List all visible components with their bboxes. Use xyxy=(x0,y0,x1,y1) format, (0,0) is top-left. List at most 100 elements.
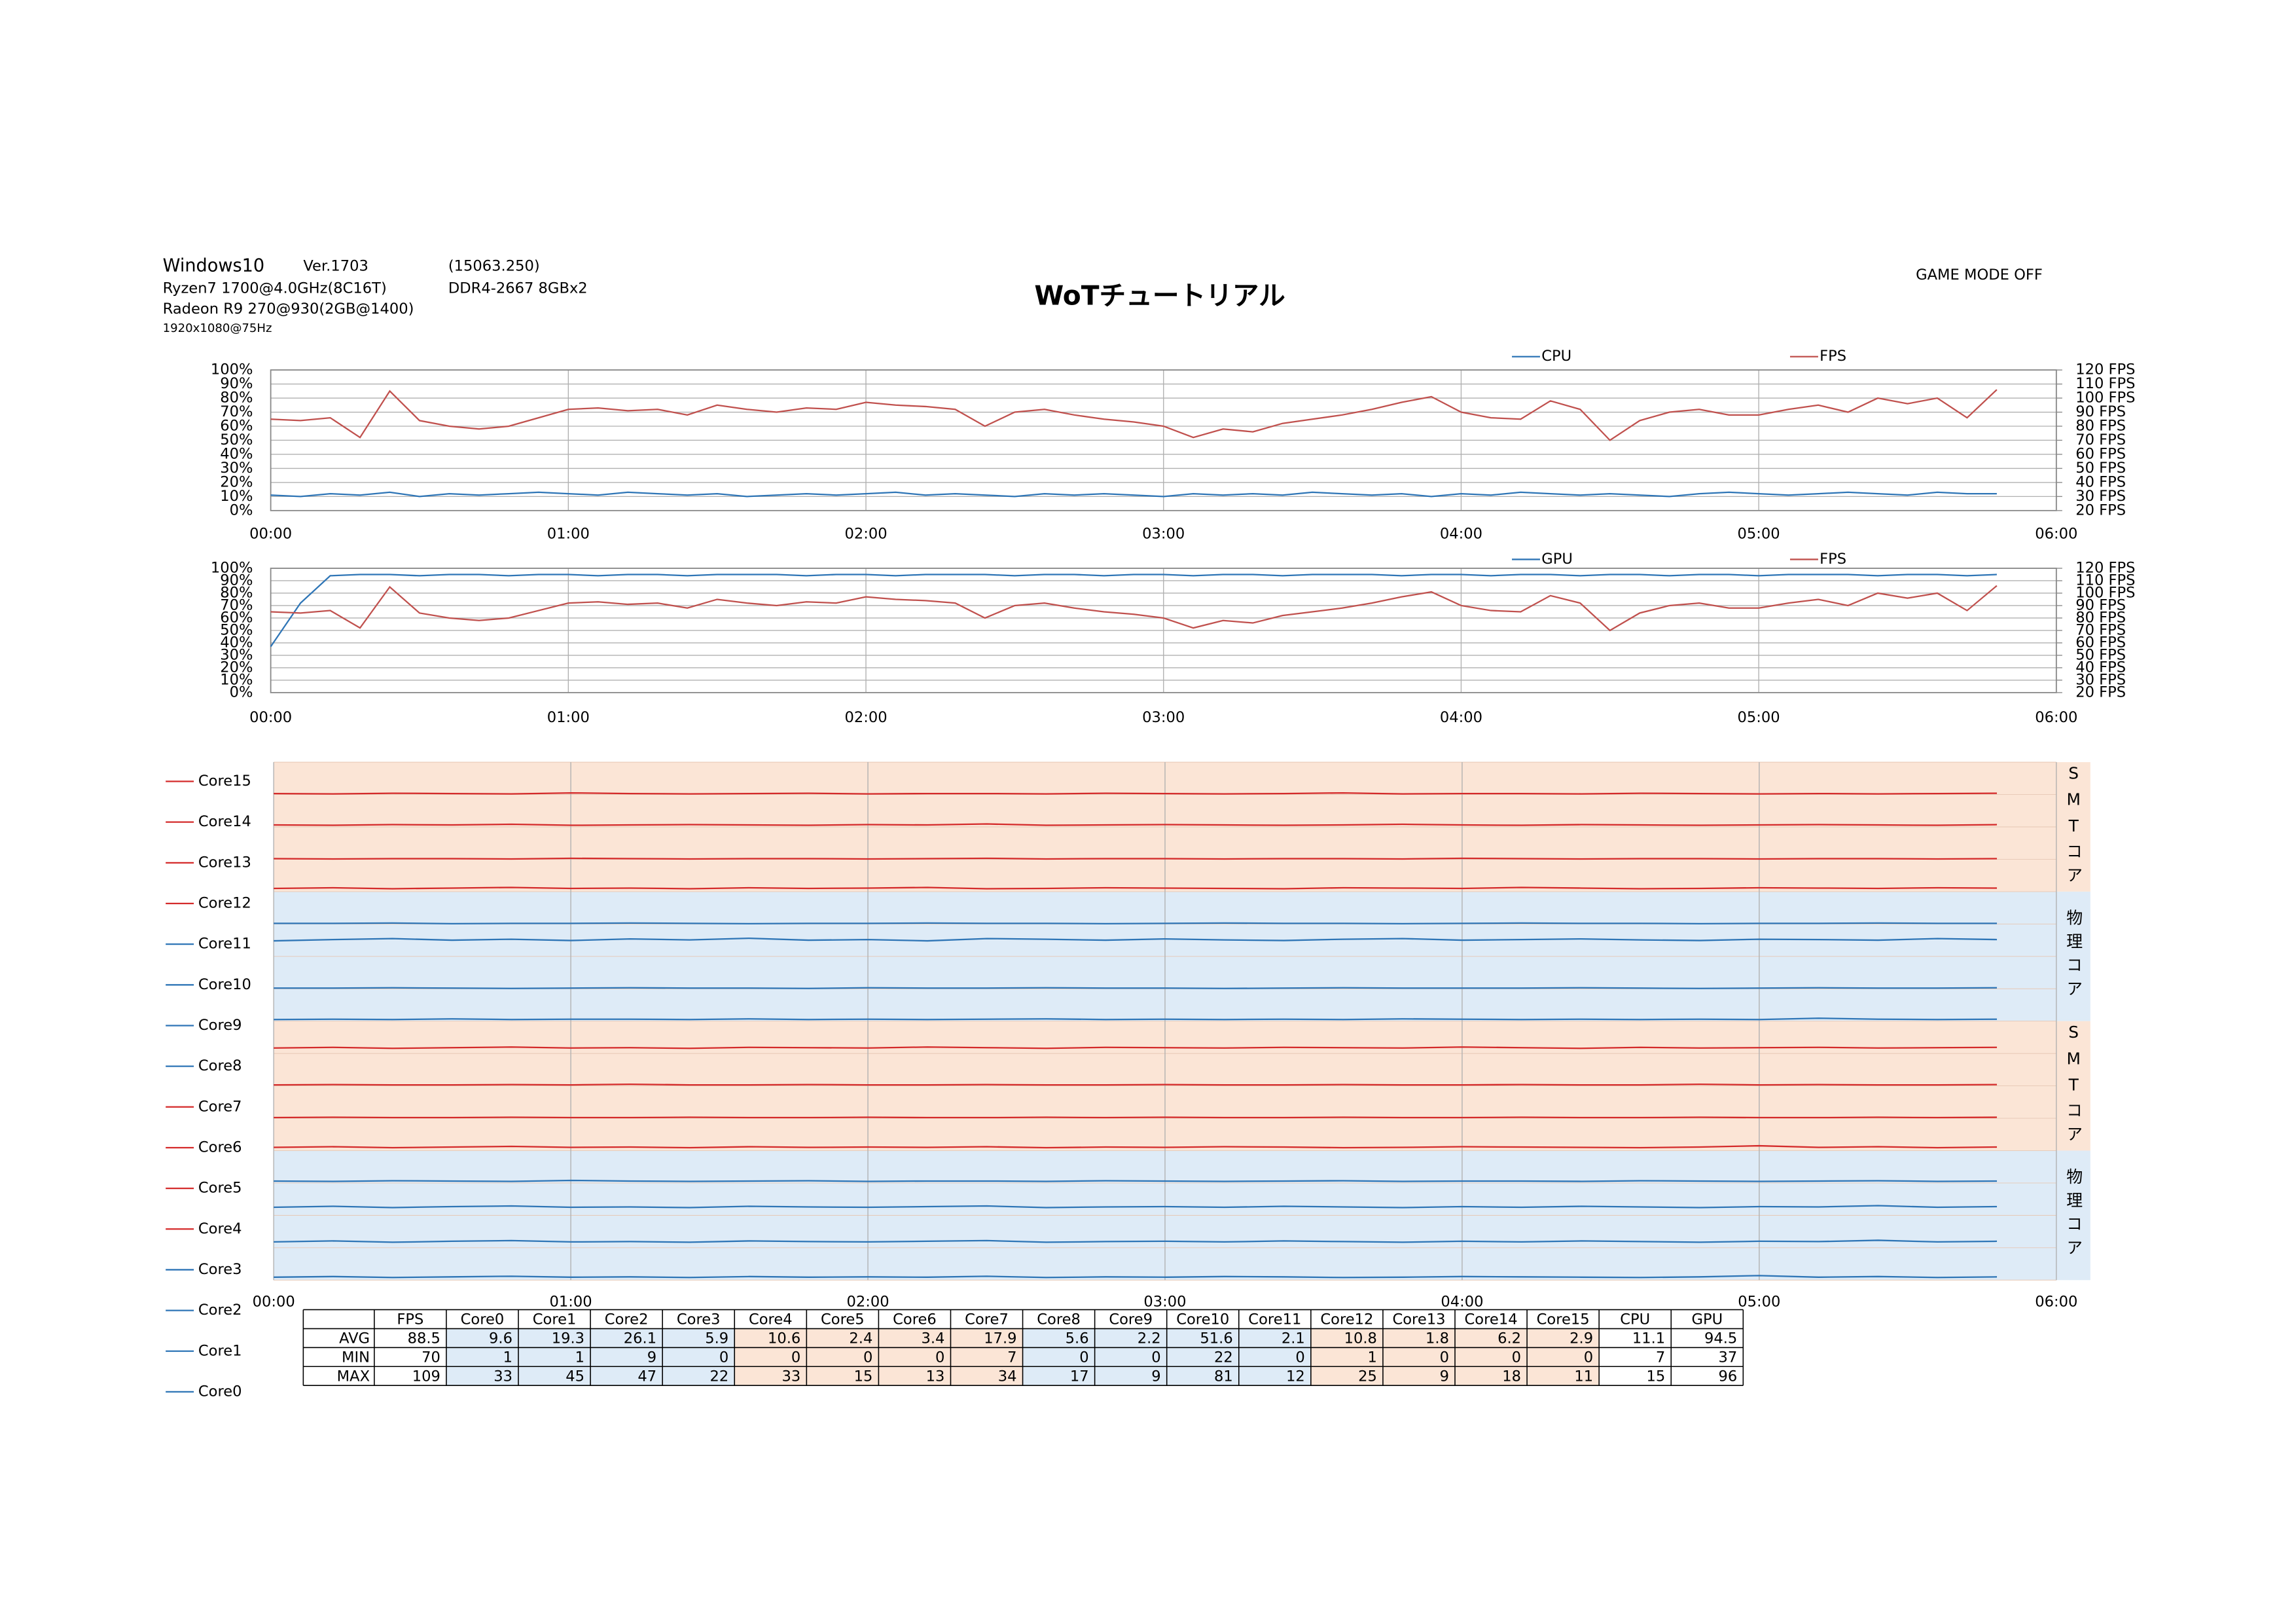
table-cell: 10.6 xyxy=(768,1330,800,1347)
table-cell: 0 xyxy=(1440,1349,1449,1366)
column-bg xyxy=(590,1328,663,1386)
table-cell: 10.8 xyxy=(1344,1330,1377,1347)
table-cell: 9.6 xyxy=(489,1330,512,1347)
column-header: Core3 xyxy=(677,1311,721,1328)
table-cell: 96 xyxy=(1719,1368,1738,1385)
table-cell: 0 xyxy=(1295,1349,1304,1366)
y2-tick-label: 70 FPS xyxy=(2075,621,2126,638)
x-tick-label: 04:00 xyxy=(1441,1294,1483,1311)
column-bg xyxy=(878,1328,951,1386)
column-bg xyxy=(1238,1328,1311,1386)
legend-label: CPU xyxy=(1541,348,1571,365)
column-bg xyxy=(1599,1328,1672,1386)
table-cell: 6.2 xyxy=(1498,1330,1521,1347)
core-series xyxy=(274,886,1998,890)
resolution: 1920x1080@75Hz xyxy=(163,321,272,335)
table-cell: 0 xyxy=(863,1349,872,1366)
legend-label: Core12 xyxy=(198,894,251,911)
column-bg xyxy=(446,1328,519,1386)
y-tick-label: 60% xyxy=(220,609,253,626)
y-tick-label: 60% xyxy=(220,418,253,435)
group-label-box xyxy=(2056,762,2090,892)
column-bg xyxy=(374,1328,446,1386)
column-bg xyxy=(1455,1328,1528,1386)
table-cell: 0 xyxy=(1584,1349,1593,1366)
table-cell: 2.4 xyxy=(849,1330,872,1347)
core-series xyxy=(274,823,1998,826)
table-cell: 0 xyxy=(1079,1349,1088,1366)
legend-label: FPS xyxy=(1820,551,1846,568)
x-tick-label: 06:00 xyxy=(2035,526,2077,543)
group-label: 物理コア xyxy=(2064,909,2083,1004)
core-series xyxy=(274,1083,1998,1086)
table-cell: 22 xyxy=(1214,1349,1233,1366)
y2-tick-label: 120 FPS xyxy=(2075,361,2135,378)
y-tick-label: 90% xyxy=(220,572,253,589)
core-series xyxy=(274,857,1998,860)
table-cell: 0 xyxy=(1151,1349,1160,1366)
y-tick-label: 90% xyxy=(220,375,253,392)
table-cell: 1 xyxy=(575,1349,584,1366)
core-series xyxy=(274,1179,1998,1182)
x-tick-label: 04:00 xyxy=(1440,709,1482,726)
x-tick-label: 03:00 xyxy=(1142,526,1185,543)
table-cell: 15 xyxy=(854,1368,873,1385)
x-tick-label: 03:00 xyxy=(1143,1294,1186,1311)
table-cell: 0 xyxy=(1512,1349,1521,1366)
line-series xyxy=(270,491,1997,498)
table-cell: 7 xyxy=(1007,1349,1016,1366)
column-bg xyxy=(518,1328,591,1386)
y-tick-label: 80% xyxy=(220,584,253,601)
column-header: FPS xyxy=(397,1311,423,1328)
y2-tick-label: 20 FPS xyxy=(2075,684,2126,701)
legend-label: Core10 xyxy=(198,976,251,993)
x-tick-label: 06:00 xyxy=(2035,1294,2077,1311)
column-header: Core9 xyxy=(1109,1311,1153,1328)
y-tick-label: 50% xyxy=(220,621,253,638)
table-cell: 2.1 xyxy=(1282,1330,1305,1347)
core-series xyxy=(274,1144,1998,1149)
column-bg xyxy=(734,1328,807,1386)
table-cell: 5.9 xyxy=(705,1330,728,1347)
column-header: Core4 xyxy=(749,1311,793,1328)
y-tick-label: 80% xyxy=(220,390,253,407)
table-cell: 94.5 xyxy=(1704,1330,1737,1347)
y-tick-label: 0% xyxy=(230,501,253,519)
column-header: Core12 xyxy=(1320,1311,1373,1328)
table-cell: 13 xyxy=(926,1368,945,1385)
column-header: Core0 xyxy=(461,1311,505,1328)
y-tick-label: 10% xyxy=(220,671,253,688)
x-tick-label: 01:00 xyxy=(547,526,590,543)
row-label: MIN xyxy=(342,1349,370,1366)
table-cell: 26.1 xyxy=(624,1330,656,1347)
x-tick-label: 02:00 xyxy=(844,526,887,543)
table-cell: 0 xyxy=(935,1349,944,1366)
column-bg xyxy=(662,1328,735,1386)
table-cell: 51.6 xyxy=(1200,1330,1232,1347)
legend-label: Core4 xyxy=(198,1220,242,1237)
legend-label: Core3 xyxy=(198,1261,242,1278)
x-tick-label: 02:00 xyxy=(846,1294,889,1311)
y2-tick-label: 60 FPS xyxy=(2075,445,2126,462)
table-cell: 1.8 xyxy=(1426,1330,1449,1347)
column-header: Core5 xyxy=(821,1311,865,1328)
y2-tick-label: 110 FPS xyxy=(2075,572,2135,589)
table-cell: 17.9 xyxy=(984,1330,1016,1347)
group-label-box xyxy=(2056,1150,2090,1281)
table-cell: 47 xyxy=(637,1368,656,1385)
column-header: Core11 xyxy=(1248,1311,1301,1328)
column-bg xyxy=(1022,1328,1095,1386)
column-bg xyxy=(1094,1328,1167,1386)
core-series xyxy=(274,1239,1998,1243)
game-mode: GAME MODE OFF xyxy=(1916,266,2043,283)
core-series xyxy=(274,922,1998,924)
group-label-box xyxy=(2056,1021,2090,1151)
core-series xyxy=(274,1017,1998,1021)
table-cell: 22 xyxy=(709,1368,728,1385)
table-cell: 0 xyxy=(791,1349,800,1366)
column-header: Core14 xyxy=(1465,1311,1518,1328)
table-cell: 25 xyxy=(1358,1368,1377,1385)
table-cell: 81 xyxy=(1214,1368,1233,1385)
group-label: SMTコア xyxy=(2064,1023,2083,1149)
